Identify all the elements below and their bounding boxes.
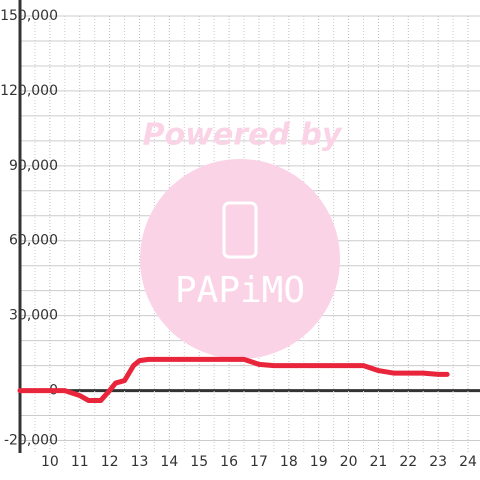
x-tick-label: 20: [340, 454, 358, 470]
x-tick-label: 16: [220, 454, 238, 470]
watermark-logo: PAPiMO: [175, 270, 305, 311]
watermark-circle: [140, 159, 340, 359]
x-tick-label: 18: [280, 454, 298, 470]
y-tick-label: 90,000: [9, 158, 58, 174]
line: [17, 356, 450, 404]
x-tick-label: 11: [71, 454, 89, 470]
y-tick-label: 60,000: [9, 233, 58, 249]
watermark-phone: [222, 201, 258, 259]
y-tick-label: -20,000: [4, 433, 58, 449]
x-tick-label: 24: [459, 454, 477, 470]
x-tick-label: 10: [41, 454, 59, 470]
x-tick-label: 13: [131, 454, 149, 470]
x-tick-label: 12: [101, 454, 119, 470]
x-tick-label: 15: [190, 454, 208, 470]
x-tick-label: 23: [429, 454, 447, 470]
y-tick-label: 30,000: [9, 308, 58, 324]
y-tick-label: 120,000: [0, 83, 58, 99]
x-tick-label: 14: [160, 454, 178, 470]
x-tick-label: 17: [250, 454, 268, 470]
x-tick-label: 21: [370, 454, 388, 470]
watermark-text: Powered by: [143, 118, 343, 153]
x-tick-label: 19: [310, 454, 328, 470]
y-tick-label: 150,000: [0, 8, 58, 24]
x-tick-label: 22: [399, 454, 417, 470]
